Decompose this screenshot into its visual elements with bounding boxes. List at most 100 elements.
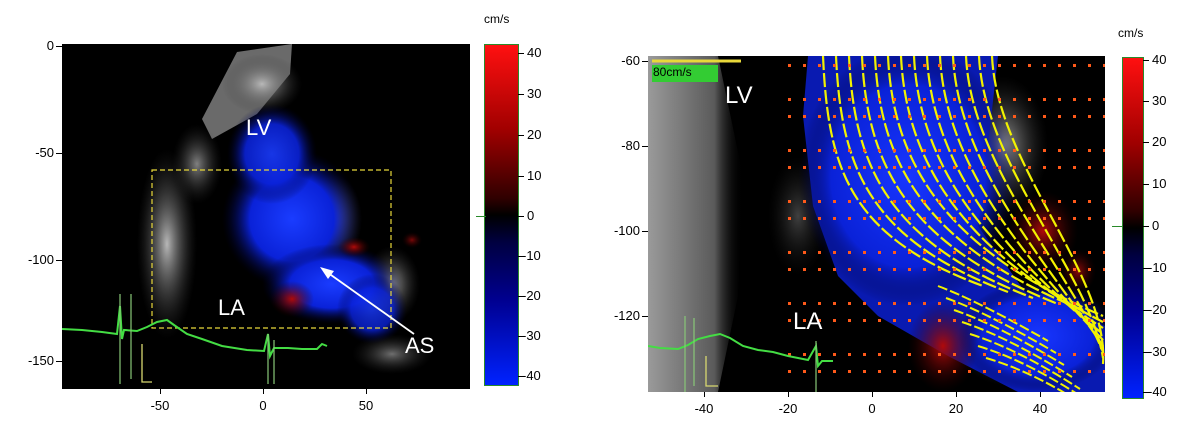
- vector-tip: [1058, 98, 1061, 101]
- vector-tip: [938, 98, 941, 101]
- vector-tip: [803, 166, 806, 169]
- vector-tip: [788, 353, 791, 356]
- right-x-tick: 0: [868, 401, 876, 416]
- vector-tip: [938, 268, 941, 271]
- vector-tip: [998, 302, 1001, 305]
- vector-tip: [968, 166, 971, 169]
- vector-tip: [788, 200, 791, 203]
- right-colorbar-unit: cm/s: [1118, 26, 1144, 40]
- vector-tip: [1088, 115, 1091, 118]
- vector-tip: [803, 302, 806, 305]
- vector-tip: [848, 302, 851, 305]
- vector-tip: [1088, 268, 1091, 271]
- vector-tip: [893, 268, 896, 271]
- vector-tip: [818, 64, 821, 67]
- right-x-tick: -40: [694, 401, 714, 416]
- vector-tip: [1013, 319, 1016, 322]
- vector-tip: [818, 115, 821, 118]
- vector-tip: [938, 200, 941, 203]
- right-x-tick: 40: [1032, 401, 1048, 416]
- vector-tip: [1073, 319, 1076, 322]
- vector-tip: [983, 64, 986, 67]
- vector-tip: [923, 149, 926, 152]
- vector-tip: [1028, 370, 1031, 373]
- vector-tip: [878, 115, 881, 118]
- vector-tip: [1013, 251, 1016, 254]
- vector-tip: [1043, 268, 1046, 271]
- vector-tip: [923, 251, 926, 254]
- vector-tip: [1013, 302, 1016, 305]
- vector-tip: [833, 166, 836, 169]
- vector-tip: [893, 98, 896, 101]
- vector-tip: [803, 149, 806, 152]
- vector-tip: [848, 98, 851, 101]
- vector-tip: [878, 64, 881, 67]
- vector-tip: [893, 217, 896, 220]
- vector-tip: [833, 251, 836, 254]
- vector-tip: [833, 302, 836, 305]
- vector-tip: [983, 302, 986, 305]
- vector-tip: [1088, 251, 1091, 254]
- vector-tip: [788, 115, 791, 118]
- vector-tip: [1028, 302, 1031, 305]
- flow-streamline: [821, 56, 984, 288]
- vector-tip: [1013, 149, 1016, 152]
- vector-tip: [998, 268, 1001, 271]
- vector-tip: [1043, 217, 1046, 220]
- vector-tip: [983, 115, 986, 118]
- vector-tip: [983, 149, 986, 152]
- flow-streamline: [977, 345, 1076, 392]
- vector-tip: [1088, 200, 1091, 203]
- left-colorbar-tick: -10: [522, 248, 541, 263]
- vector-tip: [833, 353, 836, 356]
- vector-tip: [1058, 302, 1061, 305]
- vector-tip: [968, 98, 971, 101]
- right-colorbar-tick: -40: [1148, 384, 1167, 399]
- right-colorbar-tick: -20: [1148, 302, 1167, 317]
- vector-tip: [833, 64, 836, 67]
- vector-tip: [1013, 115, 1016, 118]
- vector-tip: [983, 268, 986, 271]
- vector-tip: [1073, 64, 1076, 67]
- vector-tip: [788, 302, 791, 305]
- vector-tip: [968, 370, 971, 373]
- vector-tip: [1013, 64, 1016, 67]
- vector-tip: [818, 353, 821, 356]
- vector-tip: [1043, 149, 1046, 152]
- vector-tip: [983, 319, 986, 322]
- vector-tip: [998, 115, 1001, 118]
- vector-tip: [863, 268, 866, 271]
- vector-tip: [1043, 370, 1046, 373]
- vector-tip: [953, 98, 956, 101]
- vector-tip: [1073, 200, 1076, 203]
- vector-tip: [908, 166, 911, 169]
- vector-tip: [968, 217, 971, 220]
- lv-label: LV: [246, 115, 272, 140]
- flow-streamline: [860, 56, 1059, 306]
- left-colorbar-tick: 30: [527, 86, 542, 101]
- vector-tip: [998, 251, 1001, 254]
- flow-streamline: [985, 357, 1065, 392]
- vector-tip: [953, 166, 956, 169]
- vector-tip: [1073, 370, 1076, 373]
- vector-tip: [1028, 217, 1031, 220]
- left-x-tick: 50: [358, 398, 374, 413]
- left-y-tick: -100: [27, 252, 54, 267]
- flow-streamline: [951, 56, 1104, 347]
- right-colorbar-tick: 40: [1152, 52, 1167, 67]
- left-colorbar-tick: 20: [527, 127, 542, 142]
- vector-tip: [998, 217, 1001, 220]
- vector-tip: [953, 302, 956, 305]
- flow-streamline: [937, 285, 1049, 342]
- vector-tip: [1073, 115, 1076, 118]
- right-colorbar-tick: 10: [1152, 176, 1167, 191]
- flow-streamline: [953, 309, 1065, 366]
- vector-tip: [1103, 98, 1105, 101]
- vector-tip: [1043, 98, 1046, 101]
- right-y-tick: -120: [613, 308, 640, 323]
- vector-tip: [908, 353, 911, 356]
- vector-tip: [953, 251, 956, 254]
- lv-label: LV: [725, 82, 753, 109]
- vector-tip: [1058, 319, 1061, 322]
- la-label: LA: [793, 308, 823, 335]
